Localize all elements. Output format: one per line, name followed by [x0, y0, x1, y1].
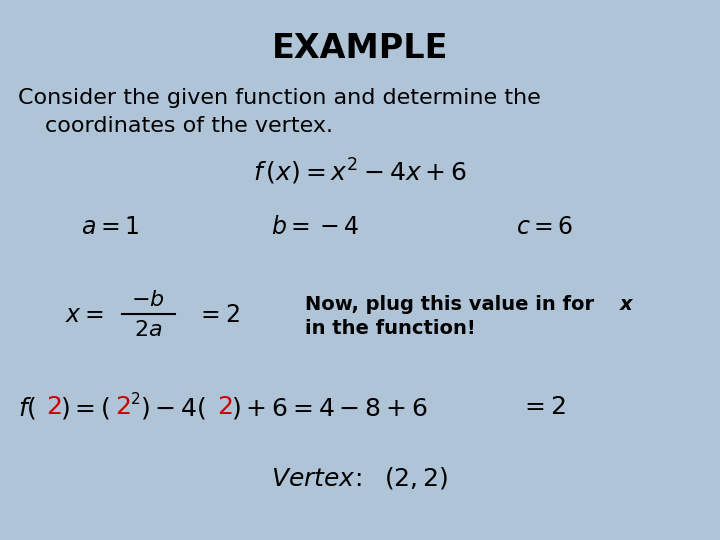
Text: $= 2$: $= 2$ [196, 305, 240, 327]
Text: $f\,(x) = x^2 - 4x + 6$: $f\,(x) = x^2 - 4x + 6$ [253, 157, 467, 187]
Text: $) - 4($: $) - 4($ [140, 395, 206, 421]
Text: $\mathit{Vertex}\!:\ \ (2, 2)$: $\mathit{Vertex}\!:\ \ (2, 2)$ [271, 465, 449, 491]
Text: $2a$: $2a$ [134, 319, 162, 341]
Text: Now, plug this value in for: Now, plug this value in for [305, 295, 601, 314]
Text: $= 2$: $= 2$ [520, 396, 566, 420]
Text: $-b$: $-b$ [131, 289, 165, 311]
Text: $a = 1$: $a = 1$ [81, 217, 139, 240]
Text: Consider the given function and determine the: Consider the given function and determin… [18, 88, 541, 108]
Text: $c = 6$: $c = 6$ [516, 217, 574, 240]
Text: coordinates of the vertex.: coordinates of the vertex. [45, 116, 333, 136]
Text: $2$: $2$ [115, 396, 130, 420]
Text: $2$: $2$ [217, 396, 233, 420]
Text: EXAMPLE: EXAMPLE [271, 31, 449, 64]
Text: x: x [620, 295, 633, 314]
Text: $) = ($: $) = ($ [60, 395, 110, 421]
Text: $) + 6 = 4 - 8 + 6$: $) + 6 = 4 - 8 + 6$ [231, 395, 428, 421]
Text: in the function!: in the function! [305, 319, 476, 338]
Text: $b = -4$: $b = -4$ [271, 217, 359, 240]
Text: $x =$: $x =$ [65, 305, 104, 327]
Text: $2$: $2$ [130, 391, 140, 407]
Text: $2$: $2$ [46, 396, 61, 420]
Text: $f($: $f($ [18, 395, 37, 421]
